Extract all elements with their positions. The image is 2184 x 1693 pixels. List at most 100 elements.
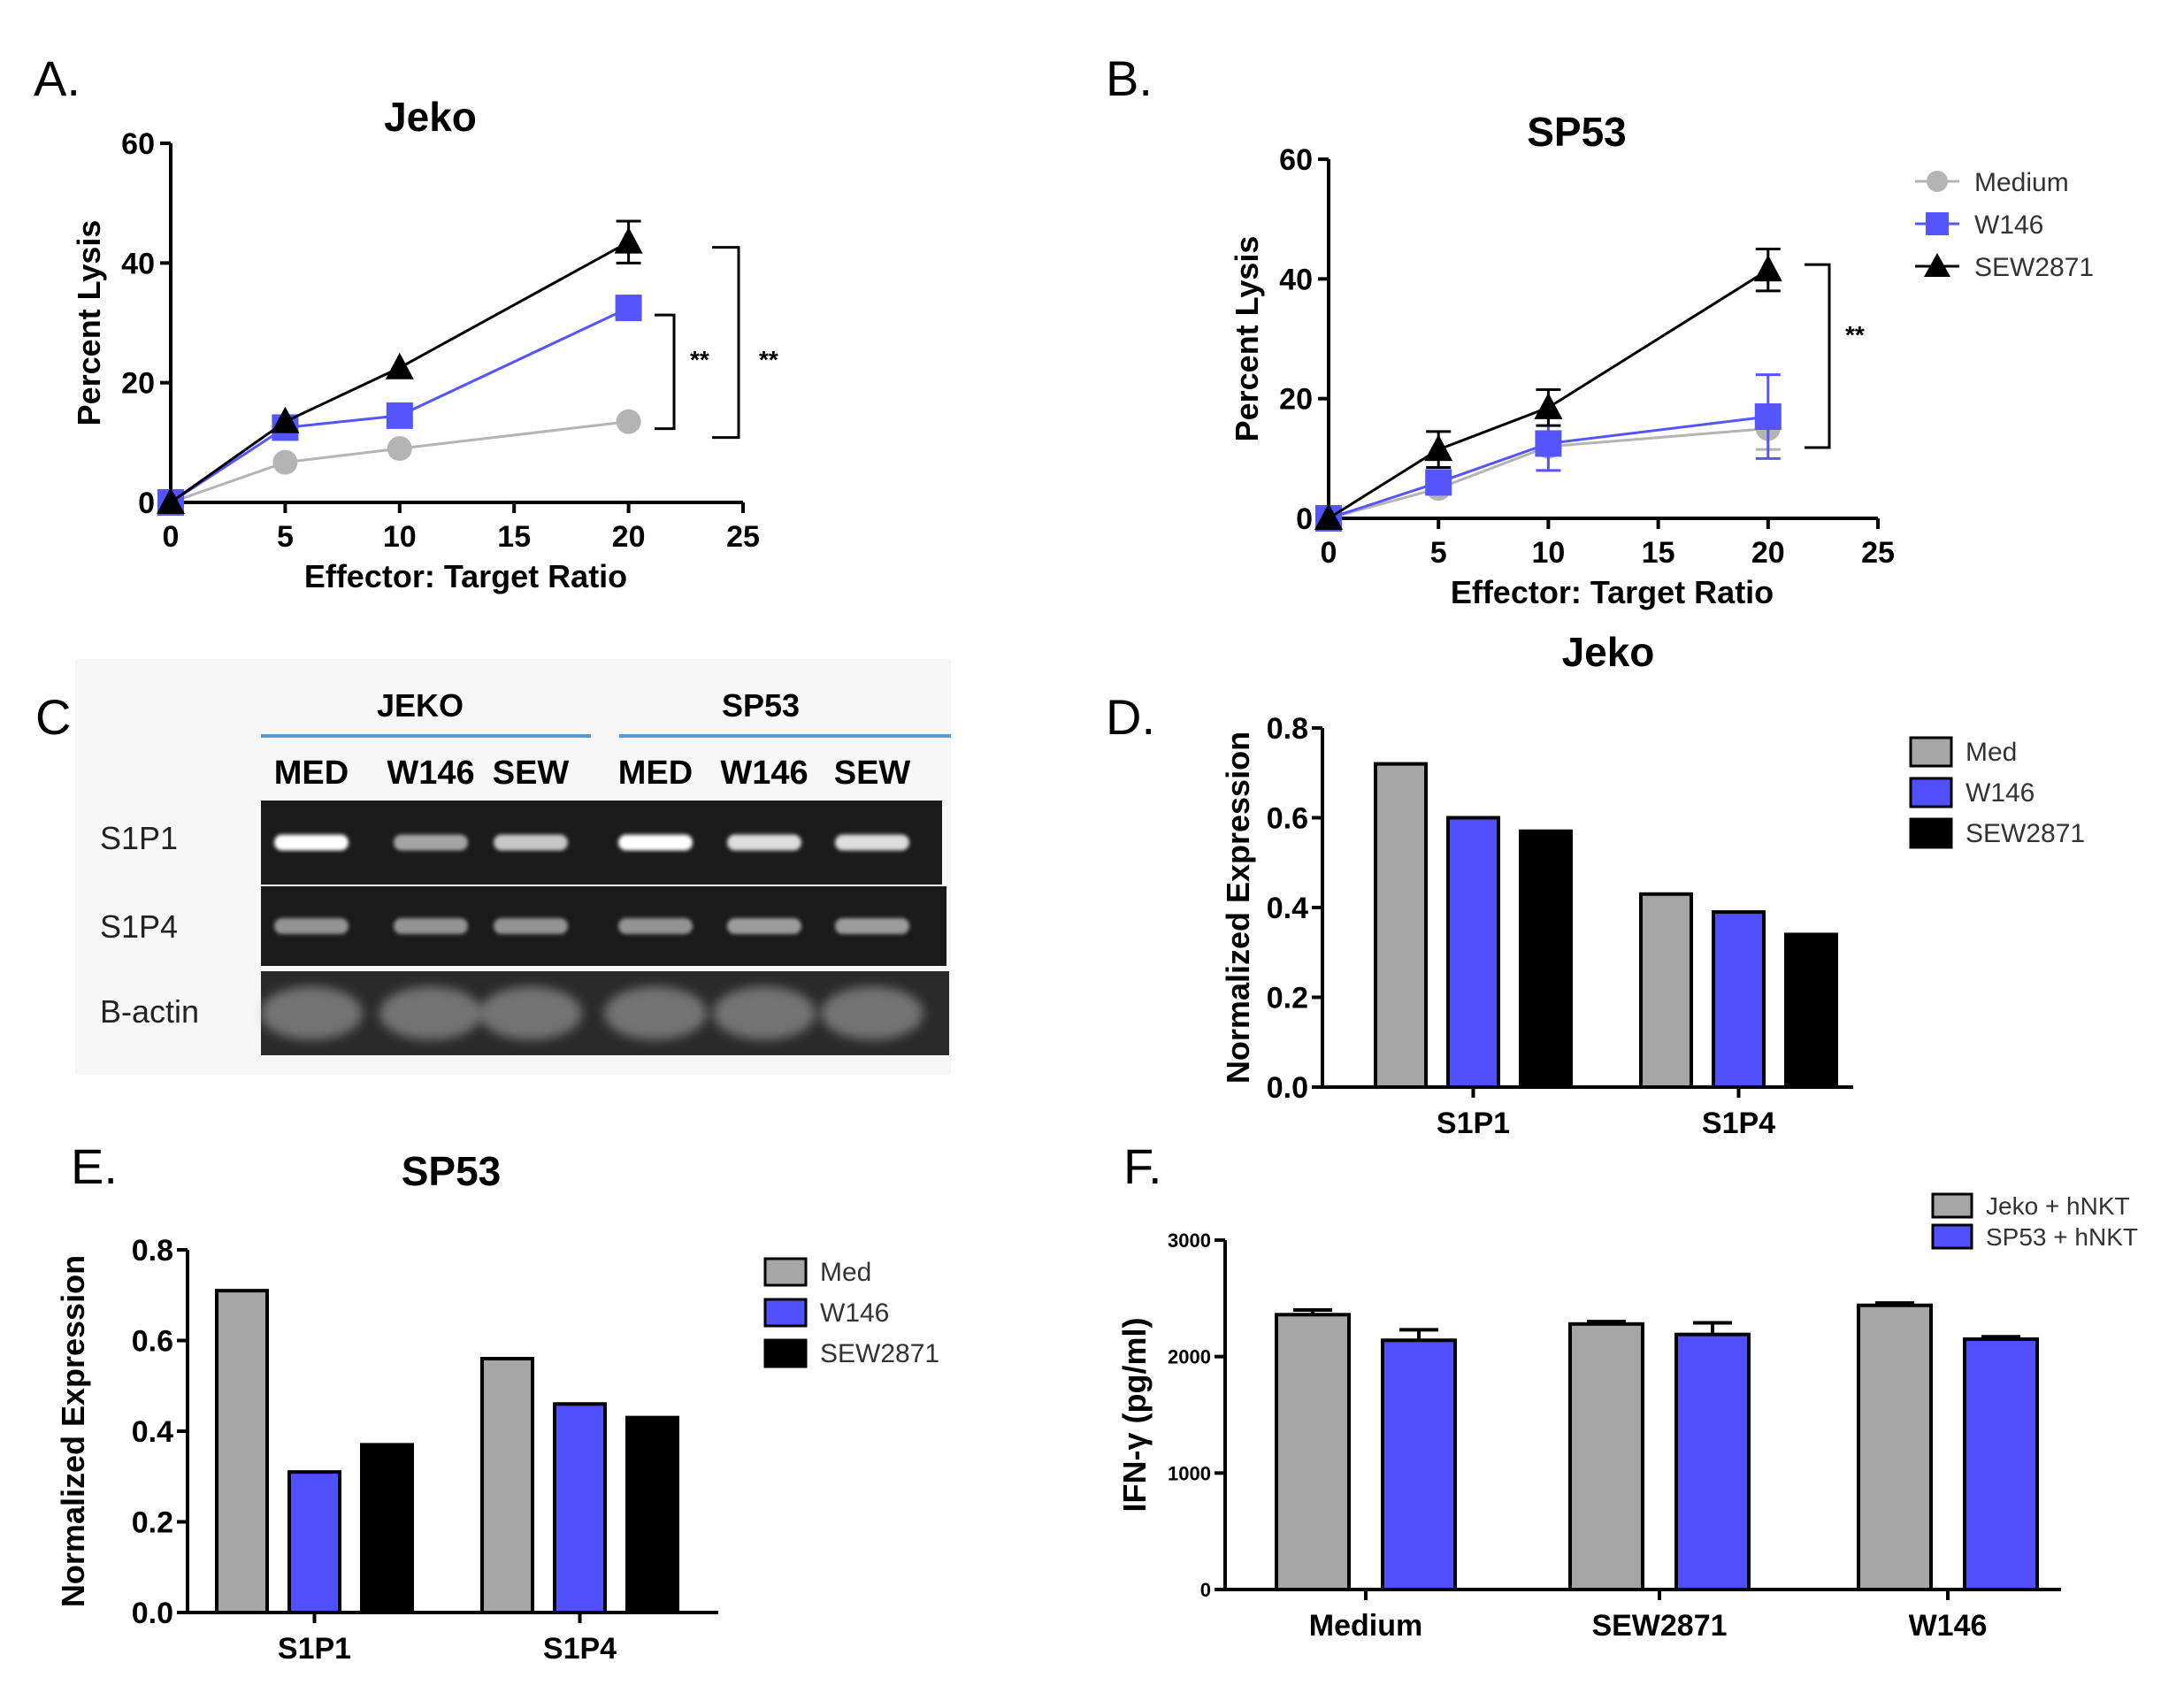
gel-c-band [618, 834, 693, 851]
chart-d-legend-swatch [1909, 817, 1953, 849]
chart-a-xtick-label: 0 [163, 520, 180, 554]
chart-f-bar-jeko-hnkt [1857, 1303, 1933, 1591]
gel-c-row-label: S1P1 [100, 820, 178, 856]
chart-b-point-sew2871 [1424, 434, 1453, 462]
gel-c-band [274, 918, 349, 934]
chart-b-xlabel: Effector: Target Ratio [1451, 574, 1774, 610]
chart-b-xtick-label: 15 [1642, 536, 1675, 570]
chart-e-xtick-label: S1P4 [543, 1632, 617, 1666]
chart-f-bar-sp53-hnkt [1381, 1338, 1457, 1591]
chart-e-xtick-label: S1P1 [278, 1632, 351, 1666]
chart-b-point-sew2871 [1753, 255, 1782, 282]
chart-e-ytick-label: 0.6 [132, 1325, 173, 1359]
chart-a-title: Jeko [384, 94, 477, 140]
chart-e-ytick-label: 0.0 [132, 1597, 173, 1630]
chart-a-series-line-medium [170, 420, 629, 504]
chart-b-ytick-label: 40 [1279, 263, 1313, 296]
gel-c-lane-label: MED [618, 755, 693, 792]
gel-c-lane-panel [261, 801, 942, 885]
chart-a-jeko-lysis: Jeko 0 20 40 60 0 5 10 15 20 25 Effector: Target Ra… [71, 94, 778, 594]
gel-c-band [618, 918, 693, 934]
chart-a-point-w146 [386, 402, 413, 429]
chart-f-xtick-label: W146 [1909, 1609, 1988, 1643]
chart-a-ytick-label: 20 [121, 367, 155, 401]
chart-b-point-sew2871 [1534, 392, 1563, 419]
chart-b-point-sew2871 [1314, 503, 1343, 530]
gel-c-band [379, 986, 482, 1040]
chart-d-ytick-label: 0.2 [1267, 982, 1308, 1015]
chart-f-xtick-label: Medium [1309, 1609, 1422, 1643]
chart-b-xtick-label: 0 [1321, 536, 1337, 570]
chart-a-series-line-sew2871 [170, 241, 630, 504]
gel-c-band [494, 918, 568, 934]
chart-a-point-sew2871 [271, 406, 300, 433]
gel-c-band [727, 918, 801, 934]
chart-d-ytick-label: 0.4 [1267, 892, 1308, 925]
chart-e-bar-w146 [553, 1402, 607, 1614]
gel-c-band [394, 834, 468, 851]
chart-e-ytick-label: 0.2 [132, 1506, 173, 1540]
chart-a-point-w146 [615, 295, 642, 322]
chart-b-legend-label: SEW2871 [1974, 253, 2094, 282]
chart-d-legend-swatch [1909, 736, 1953, 768]
gel-c-band [604, 986, 707, 1040]
chart-e-legend-swatch [763, 1298, 808, 1328]
chart-b-ytick-label: 0 [1296, 502, 1313, 536]
gel-c-lane-panel [261, 886, 946, 966]
panel-c-letter: C [35, 689, 71, 745]
chart-b-series-line-sew2871 [1328, 268, 1769, 520]
gel-c-lane-label: W146 [720, 755, 808, 792]
gel-c-band [494, 834, 568, 851]
chart-d-ytick-label: 0.8 [1267, 712, 1308, 746]
chart-b-bracket [1805, 263, 1831, 449]
chart-a-point-sew2871 [157, 487, 185, 514]
chart-d-title: Jeko [1562, 629, 1655, 675]
panel-d-letter: D. [1106, 689, 1155, 745]
panel-a-letter: A. [34, 50, 80, 106]
chart-d-legend-label: Med [1966, 738, 2017, 767]
chart-a-ytick-label: 0 [138, 486, 155, 520]
chart-d-bar-w146 [1712, 910, 1766, 1089]
gel-c-lane-label: SEW [834, 755, 911, 792]
chart-e-ytick-label: 0.4 [132, 1415, 173, 1449]
chart-e-ytick-label: 0.8 [132, 1234, 173, 1268]
chart-b-ylabel: Percent Lysis [1229, 236, 1265, 442]
chart-b-xtick-label: 20 [1751, 536, 1785, 570]
gel-c-band [835, 918, 909, 934]
chart-d-ytick-label: 0.0 [1267, 1071, 1308, 1105]
gel-c-band [713, 986, 816, 1040]
gel-c: JEKO SP53 MED W146 SEW MED W146 SEW S1P1 S1P4 B-ac… [75, 659, 951, 1075]
chart-a-xtick-label: 10 [383, 520, 417, 554]
gel-c-band [260, 986, 363, 1040]
panel-e-letter: E. [71, 1138, 118, 1194]
gel-c-lane-label: MED [274, 755, 349, 792]
chart-a-bracket-w146 [655, 313, 676, 431]
chart-a-significance-w146: ** [690, 346, 709, 373]
chart-b-legend-label: W146 [1974, 211, 2043, 240]
gel-c-band [821, 986, 923, 1040]
chart-f-bar-sp53-hnkt [1963, 1337, 2039, 1591]
chart-a-point-sew2871 [385, 352, 414, 379]
chart-b-xtick-label: 10 [1531, 536, 1565, 570]
chart-e-legend-label: Med [820, 1258, 871, 1287]
chart-f-bar-jeko-hnkt [1275, 1313, 1351, 1592]
chart-d-ylabel: Normalized Expression [1220, 732, 1256, 1084]
chart-a-xlabel: Effector: Target Ratio [304, 558, 627, 594]
gel-c-group-label: SP53 [722, 687, 800, 724]
chart-f-legend-label: SP53 + hNKT [1986, 1223, 2138, 1251]
chart-b-significance: ** [1845, 321, 1865, 349]
chart-d-bar-sew2871 [1784, 932, 1838, 1089]
chart-e-legend-label: W146 [820, 1298, 889, 1328]
chart-b-point-w146 [1535, 430, 1562, 457]
chart-a-xtick-label: 5 [277, 520, 294, 554]
chart-d-ytick-label: 0.6 [1267, 802, 1308, 836]
panel-b-letter: B. [1106, 50, 1153, 106]
chart-b-legend-marker-medium [1927, 171, 1948, 192]
chart-e-ylabel: Normalized Expression [55, 1255, 91, 1607]
gel-c-band [835, 834, 909, 851]
chart-e-legend-label: SEW2871 [820, 1339, 939, 1368]
chart-d-xtick-label: S1P1 [1437, 1107, 1510, 1140]
chart-a-point-medium [387, 436, 412, 462]
chart-b-title: SP53 [1527, 109, 1627, 155]
chart-f-ytick-label: 3000 [1168, 1230, 1211, 1252]
